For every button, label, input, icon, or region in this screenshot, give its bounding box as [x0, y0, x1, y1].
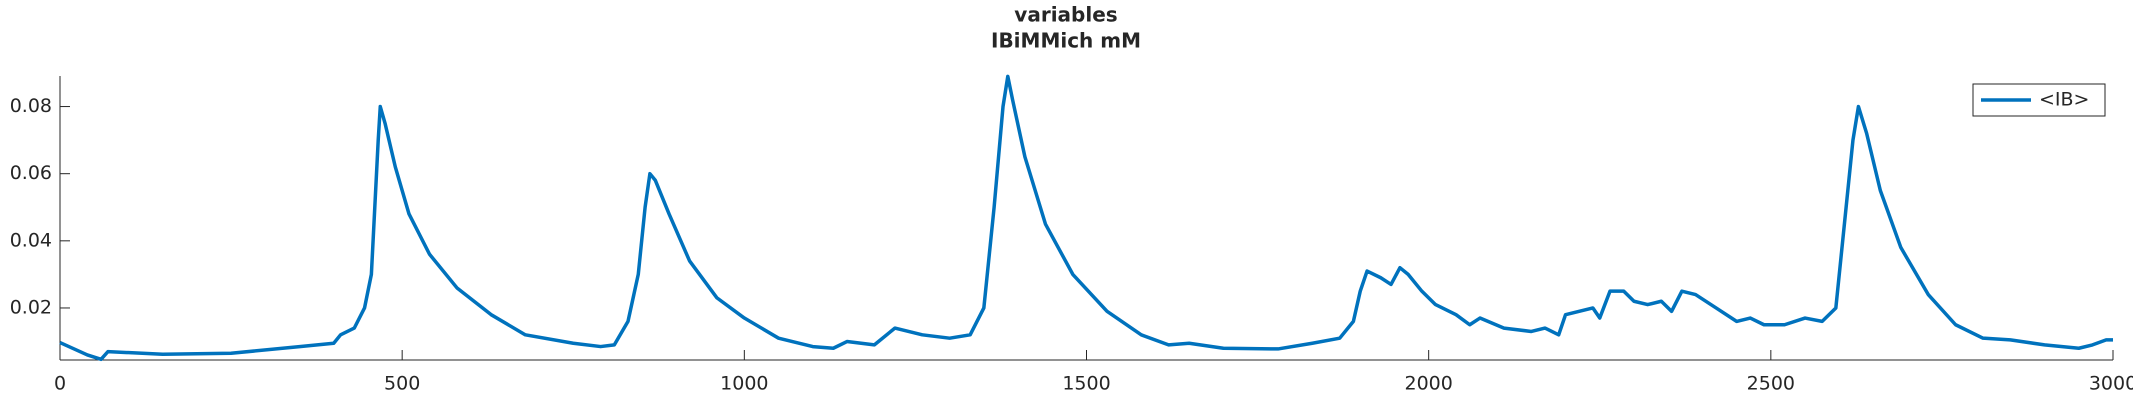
x-tick-label: 1000 [720, 373, 768, 395]
chart-subtitle: IBiMMich mM [991, 29, 1141, 53]
x-tick-label: 1500 [1062, 373, 1110, 395]
y-tick-label: 0.02 [10, 296, 52, 318]
legend-label: <IB> [2039, 89, 2089, 111]
y-tick-label: 0.06 [10, 162, 52, 184]
y-tick-label: 0.04 [10, 229, 52, 251]
x-tick-label: 2000 [1404, 373, 1452, 395]
chart-title: variables [1014, 3, 1117, 27]
y-tick-label: 0.08 [10, 95, 52, 117]
x-tick-label: 0 [54, 373, 66, 395]
x-tick-label: 2500 [1747, 373, 1795, 395]
line [59, 74, 2113, 362]
x-tick-label: 3000 [2089, 373, 2133, 395]
x-tick-label: 500 [384, 373, 420, 395]
